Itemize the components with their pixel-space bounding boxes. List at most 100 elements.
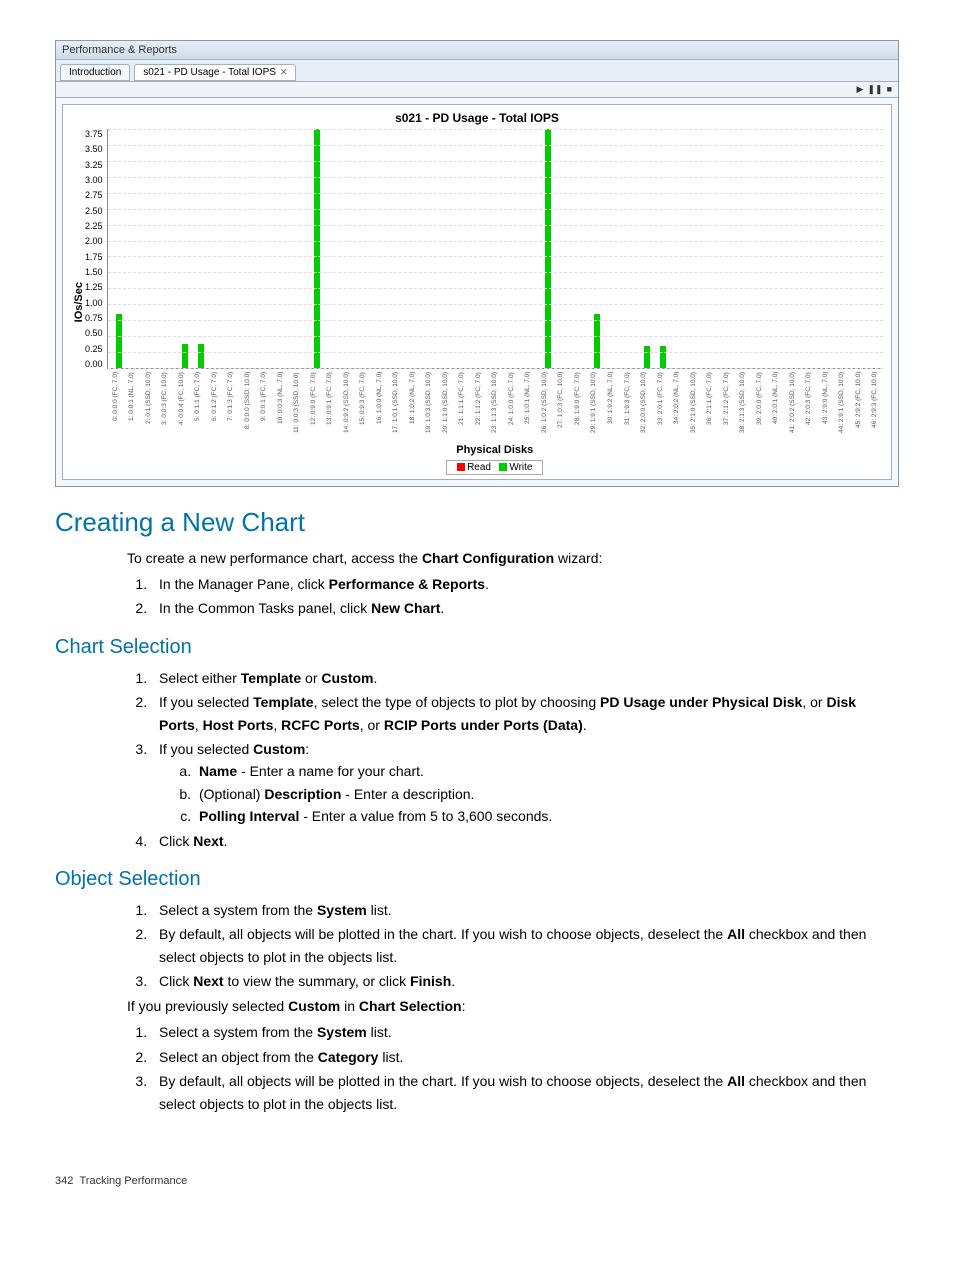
gridline [108,368,883,369]
list-item: Polling Interval - Enter a value from 5 … [195,805,899,827]
xtick: 37: 2:1:2 (FC, 7.0) [718,372,735,442]
swatch-read [457,463,465,471]
xtick: 13: 0:9:1 (FC, 7.0) [321,372,338,442]
tab-label: s021 - PD Usage - Total IOPS [143,67,276,78]
gridline [108,336,883,337]
bar-slot [273,129,290,368]
xtick: 21: 1:1:1 (FC, 7.0) [453,372,470,442]
swatch-write [499,463,507,471]
pause-icon[interactable]: ❚❚ [867,84,882,95]
text: , or [360,717,384,733]
bar-slot [504,129,521,368]
text: , [273,717,281,733]
ytick: 1.25 [85,282,103,292]
stop-icon[interactable]: ■ [887,84,892,95]
text: Select an object from the [159,1049,318,1065]
bar-slot [685,129,702,368]
xtick: 14: 0:9:2 (SSD, 10.0) [338,372,355,442]
gridline [108,256,883,257]
bar-slot [405,129,422,368]
bar-slot [454,129,471,368]
gridline [108,352,883,353]
custom-substeps: Name - Enter a name for your chart. (Opt… [183,760,899,827]
list-item: Select either Template or Custom. [151,667,899,689]
ytick: 1.00 [85,298,103,308]
text-bold: RCIP Ports under Ports (Data) [384,717,583,733]
object-selection-custom-steps: Select a system from the System list. Se… [127,1021,899,1115]
window-titlebar: Performance & Reports [56,41,898,60]
gridline [108,145,883,146]
text-bold: RCFC Ports [281,717,360,733]
xtick: 17: 1:0:1 (SSD, 10.0) [387,372,404,442]
xtick: 43: 2:9:0 (NL, 7.0) [817,372,834,442]
text: . [485,576,489,592]
yaxis-ticks: 3.753.503.253.002.752.502.252.001.751.50… [85,129,107,369]
page-footer: 342 Tracking Performance [55,1175,899,1187]
text: or [301,670,321,686]
xtick: 4: 0:0:4 (FC, 10.0) [173,372,190,442]
text: . [451,973,455,989]
close-icon[interactable]: ✕ [280,67,288,78]
chart-title: s021 - PD Usage - Total IOPS [71,111,883,125]
text-bold: PD Usage under Physical Disk [600,694,802,710]
bar-slot [322,129,339,368]
list-item: If you selected Template, select the typ… [151,691,899,736]
xtick: 44: 2:9:1 (SSD, 10.0) [833,372,850,442]
xtick: 5: 0:1:1 (FC, 7.0) [189,372,206,442]
bar-slot [421,129,438,368]
xtick: 39: 2:0:0 (FC, 7.0) [751,372,768,442]
xtick: 29: 1:9:1 (SSD, 10.0) [585,372,602,442]
list-item: Select an object from the Category list. [151,1046,899,1068]
text-bold: Performance & Reports [329,576,485,592]
xtick: 1: 0:0:1 (NL, 7.0) [123,372,140,442]
xaxis-label: Physical Disks [107,444,883,456]
xtick: 23: 1:1:3 (SSD, 10.0) [486,372,503,442]
gridline [108,241,883,242]
bar-slot [570,129,587,368]
gridline [108,272,883,273]
xtick: 33: 2:0:1 (FC, 7.0) [652,372,669,442]
xaxis-ticks: 0: 0:0:0 (FC, 7.0)1: 0:0:1 (NL, 7.0)2: 0… [107,372,883,442]
xtick: 28: 1:9:0 (FC, 7.0) [569,372,586,442]
text: . [440,600,444,616]
xtick: 22: 1:1:2 (FC, 7.0) [470,372,487,442]
play-icon[interactable]: ▶ [857,84,864,95]
xtick: 9: 0:0:1 (FC, 7.0) [255,372,272,442]
text: to view the summary, or click [224,973,410,989]
gridline [108,288,883,289]
intro-paragraph: To create a new performance chart, acces… [127,548,899,569]
bar-slot [619,129,636,368]
ytick: 0.50 [85,328,103,338]
xtick: 27: 1:0:3 (FC, 10.0) [552,372,569,442]
text-bold: Custom [288,998,340,1014]
xtick: 25: 1:0:1 (NL, 7.0) [519,372,536,442]
xtick: 32: 2:0:0 (SSD, 10.0) [635,372,652,442]
bar-write [545,129,551,368]
ytick: 1.50 [85,267,103,277]
gridline [108,320,883,321]
window-title: Performance & Reports [62,44,177,56]
legend-box: Read Write [446,460,543,475]
legend-write: Write [509,462,532,473]
text: , [195,717,203,733]
text: If you previously selected [127,998,288,1014]
bar-slot [520,129,537,368]
performance-reports-window: Performance & Reports Introduction s021 … [55,40,899,487]
bars-row [108,129,883,368]
tab-pd-usage[interactable]: s021 - PD Usage - Total IOPS ✕ [134,64,296,81]
text-bold: Description [264,786,341,802]
object-selection-para: If you previously selected Custom in Cha… [127,996,899,1017]
bar-slot [636,129,653,368]
text: If you selected [159,694,253,710]
xtick: 12: 0:9:0 (FC, 7.0) [305,372,322,442]
bar-write [660,346,666,368]
text: Select a system from the [159,902,317,918]
text-bold: Category [318,1049,379,1065]
text-bold: Next [193,973,223,989]
text: . [374,670,378,686]
tab-introduction[interactable]: Introduction [60,64,130,81]
ytick: 2.25 [85,221,103,231]
bar-slot [834,129,851,368]
tab-strip: Introduction s021 - PD Usage - Total IOP… [56,60,898,82]
xtick: 30: 1:9:2 (NL, 7.0) [602,372,619,442]
